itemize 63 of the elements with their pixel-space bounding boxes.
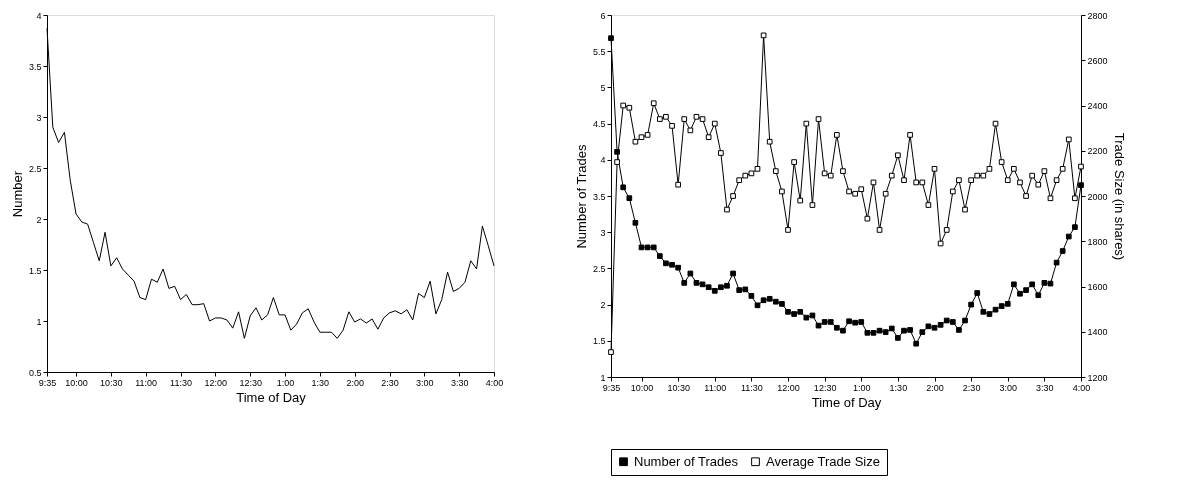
- x-tick-label: 11:00: [135, 377, 158, 388]
- y2-tick-label: 1600: [1087, 282, 1108, 292]
- y-tick-label: 2.5: [28, 163, 42, 174]
- y-tick-label: 3.5: [592, 191, 606, 202]
- x-tick-label: 1:00: [276, 377, 295, 388]
- y2-tick-label: 2600: [1087, 55, 1108, 66]
- x-tick-label: 12:30: [813, 382, 837, 393]
- y-tick-label: 5.5: [592, 46, 606, 57]
- x-tick-label: 3:00: [999, 382, 1018, 393]
- x-tick-label: 10:30: [667, 382, 690, 393]
- legend-label: Average Trade Size: [766, 453, 880, 469]
- x-tick-label: 2:00: [926, 382, 944, 393]
- y-tick-label: 0.5: [28, 367, 42, 378]
- y2-tick-label: 1400: [1087, 327, 1108, 338]
- y-tick-label: 1: [36, 316, 42, 327]
- x-tick-label: 12:30: [239, 377, 262, 388]
- x-tick-label: 12:00: [204, 377, 228, 388]
- y-tick-label: 5: [600, 82, 606, 93]
- y-axis-title: Number of Trades: [573, 143, 589, 249]
- y-tick-label: 4: [600, 155, 606, 166]
- y-tick-label: 1: [600, 372, 606, 383]
- y-axis-title: Number: [9, 170, 25, 218]
- x-tick-label: 4:00: [485, 377, 504, 388]
- x-tick-label: 3:30: [450, 377, 469, 388]
- y2-axis-title: Trade Size (in shares): [1111, 132, 1127, 261]
- x-tick-label: 10:30: [100, 377, 123, 388]
- y-tick-label: 1.5: [28, 265, 42, 276]
- x-tick-label: 9:35: [602, 382, 621, 393]
- x-tick-label: 10:00: [630, 382, 654, 393]
- x-tick-label: 3:00: [416, 377, 434, 388]
- y-tick-label: 3.5: [28, 61, 42, 72]
- y2-tick-label: 2400: [1087, 101, 1108, 111]
- y2-tick-label: 2000: [1087, 191, 1108, 202]
- y-tick-label: 3: [36, 112, 42, 123]
- y-tick-label: 6: [600, 10, 606, 21]
- x-tick-label: 1:30: [889, 382, 908, 393]
- x-tick-label: 12:00: [777, 382, 800, 393]
- x-tick-label: 3:30: [1036, 382, 1054, 393]
- x-tick-label: 9:35: [38, 377, 57, 388]
- y2-tick-label: 1200: [1087, 372, 1108, 383]
- y2-tick-label: 2200: [1087, 146, 1108, 157]
- y-tick-label: 2.5: [592, 263, 606, 274]
- x-tick-label: 10:00: [65, 377, 88, 388]
- x-axis-title: Time of Day: [811, 394, 882, 410]
- y-tick-label: 3: [600, 227, 606, 238]
- y-tick-label: 1.5: [592, 336, 606, 347]
- x-tick-label: 2:30: [381, 377, 399, 388]
- x-tick-label: 11:30: [740, 382, 763, 393]
- x-tick-label: 11:30: [170, 377, 192, 388]
- y-tick-label: 4.5: [592, 119, 606, 130]
- x-tick-label: 1:00: [852, 382, 871, 393]
- x-tick-label: 2:00: [346, 377, 364, 388]
- y-tick-label: 2: [36, 214, 42, 225]
- legend-label: Number of Trades: [634, 453, 739, 469]
- y2-tick-label: 2800: [1087, 10, 1108, 21]
- x-tick-label: 1:30: [311, 377, 330, 388]
- y2-tick-label: 1800: [1087, 236, 1108, 247]
- x-axis-title: Time of Day: [236, 389, 307, 405]
- y-tick-label: 4: [36, 10, 42, 21]
- x-tick-label: 2:30: [962, 382, 981, 393]
- y-tick-label: 2: [600, 300, 606, 311]
- x-tick-label: 4:00: [1072, 382, 1091, 393]
- x-tick-label: 11:00: [704, 382, 727, 393]
